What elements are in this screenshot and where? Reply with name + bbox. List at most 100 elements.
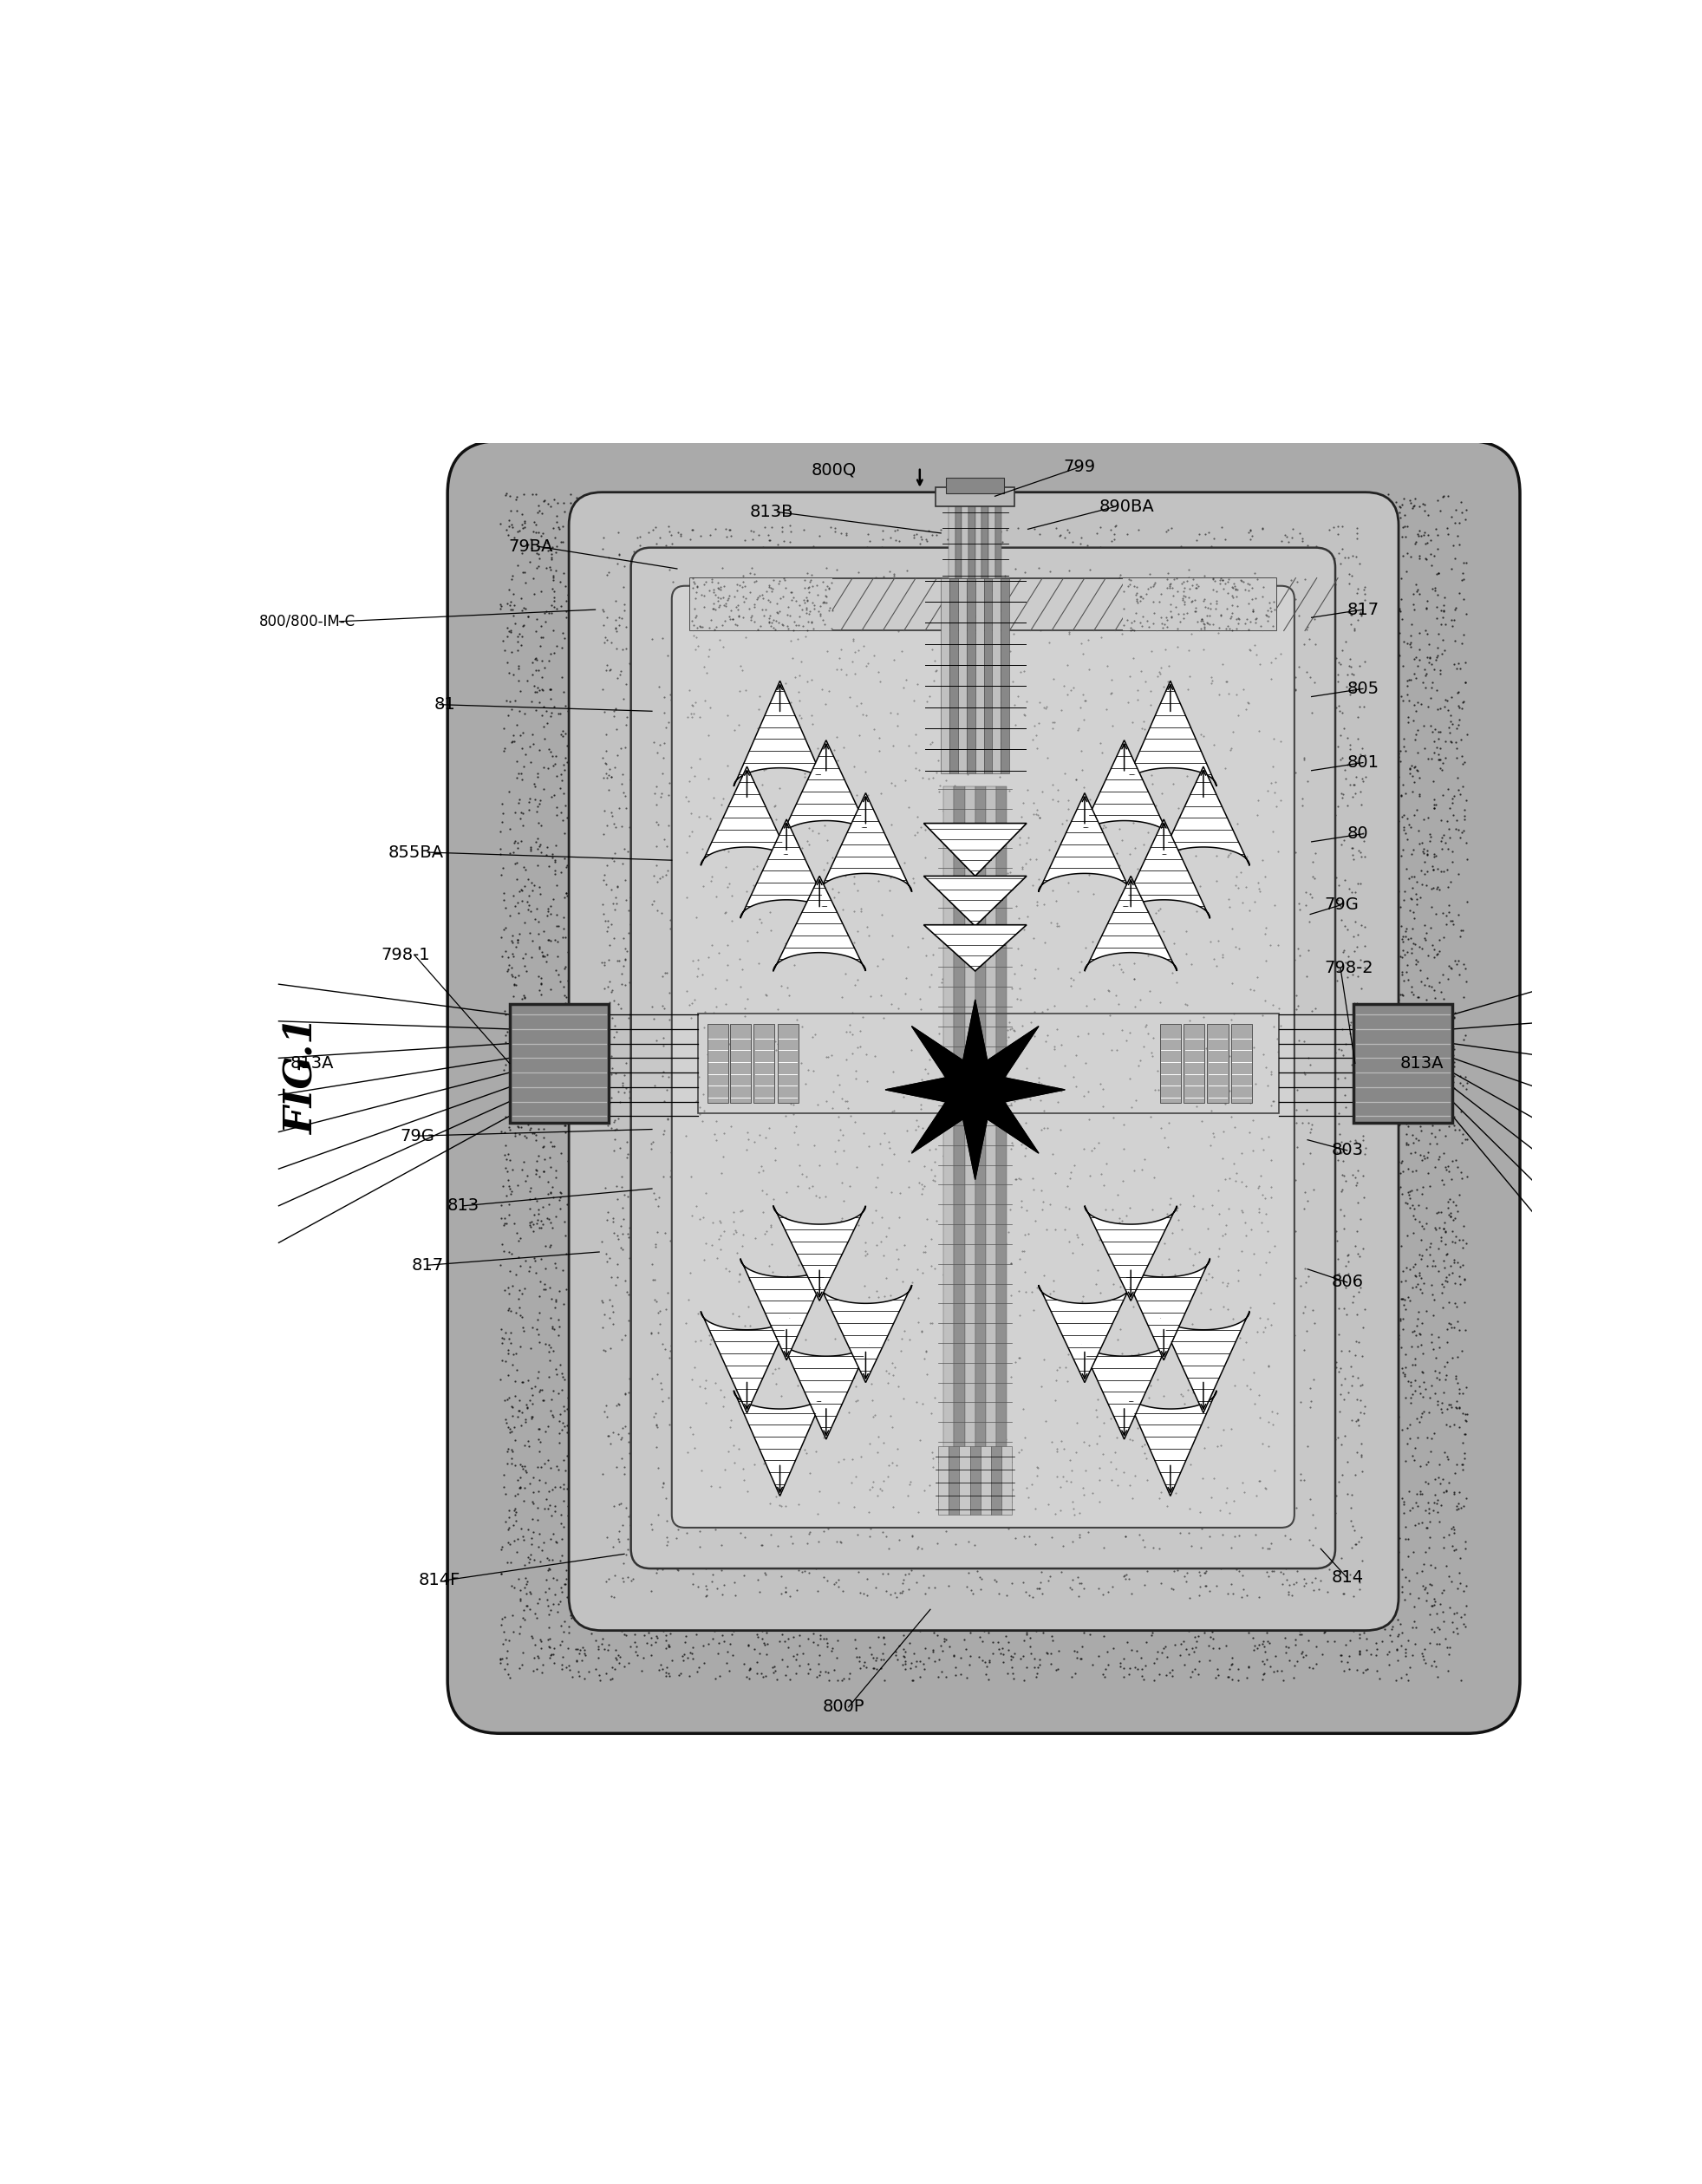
Polygon shape	[1077, 740, 1171, 839]
Polygon shape	[1125, 681, 1217, 786]
Text: 800P: 800P	[822, 1699, 865, 1714]
Polygon shape	[1157, 1310, 1249, 1413]
Bar	[691, 579, 832, 631]
Text: 798-2: 798-2	[1324, 961, 1374, 976]
Polygon shape	[773, 876, 866, 972]
Bar	[996, 786, 1008, 1505]
Text: 814F: 814F	[419, 1572, 461, 1588]
Polygon shape	[885, 1000, 1065, 1179]
Bar	[985, 786, 996, 1505]
Text: 81: 81	[434, 697, 456, 712]
Text: 79G: 79G	[400, 1127, 434, 1144]
Bar	[1123, 579, 1276, 631]
Polygon shape	[773, 1206, 866, 1302]
Bar	[730, 1024, 751, 1103]
Text: 798-1: 798-1	[381, 948, 431, 963]
Text: 806: 806	[1331, 1273, 1363, 1291]
Polygon shape	[734, 1391, 825, 1496]
Bar	[975, 786, 985, 1505]
Bar	[980, 1446, 991, 1514]
Polygon shape	[1084, 876, 1178, 972]
Polygon shape	[924, 823, 1026, 876]
Polygon shape	[1157, 767, 1249, 865]
Text: 803: 803	[1331, 1142, 1363, 1160]
Text: 814: 814	[1331, 1570, 1363, 1586]
Bar	[955, 502, 962, 579]
Bar	[708, 1024, 728, 1103]
Polygon shape	[820, 1284, 912, 1382]
Bar	[970, 1446, 980, 1514]
Bar	[965, 786, 975, 1505]
Bar	[955, 786, 965, 1505]
Bar	[754, 1024, 774, 1103]
Bar	[941, 579, 950, 773]
Bar	[950, 579, 958, 773]
Polygon shape	[734, 681, 825, 786]
Bar	[1207, 1024, 1229, 1103]
Bar	[975, 502, 982, 579]
Bar	[691, 579, 1276, 631]
Polygon shape	[701, 1310, 793, 1413]
Bar	[967, 579, 975, 773]
Bar	[1183, 1024, 1205, 1103]
Bar	[948, 502, 955, 579]
Text: FIG.1: FIG.1	[284, 1018, 322, 1136]
FancyBboxPatch shape	[672, 585, 1295, 1527]
Bar	[991, 1446, 1001, 1514]
FancyBboxPatch shape	[448, 441, 1520, 1734]
Bar	[778, 1024, 798, 1103]
Polygon shape	[1077, 1339, 1171, 1439]
Bar	[948, 1446, 960, 1514]
FancyBboxPatch shape	[568, 491, 1399, 1631]
Bar	[938, 1446, 948, 1514]
Text: 813: 813	[448, 1197, 480, 1214]
Bar	[962, 502, 968, 579]
Polygon shape	[740, 819, 832, 917]
Text: 817: 817	[1348, 601, 1379, 618]
Text: 813A: 813A	[1399, 1055, 1443, 1072]
Bar	[996, 502, 1001, 579]
Polygon shape	[1118, 1258, 1210, 1361]
Bar	[509, 1005, 609, 1123]
Text: 800Q: 800Q	[812, 461, 856, 478]
Bar	[943, 786, 955, 1505]
Polygon shape	[924, 924, 1026, 972]
Text: 805: 805	[1348, 681, 1379, 697]
Bar	[936, 487, 1014, 507]
Text: 801: 801	[1348, 753, 1379, 771]
Polygon shape	[1084, 1206, 1178, 1302]
Text: 79BA: 79BA	[509, 537, 553, 555]
FancyBboxPatch shape	[631, 548, 1336, 1568]
Text: 813B: 813B	[749, 505, 793, 520]
Bar	[698, 1013, 1278, 1114]
Polygon shape	[740, 1258, 832, 1361]
Bar	[1231, 1024, 1253, 1103]
Bar	[989, 502, 996, 579]
Bar	[958, 579, 967, 773]
Text: 80: 80	[1348, 826, 1368, 843]
Polygon shape	[820, 793, 912, 891]
Bar	[1353, 1005, 1452, 1123]
Bar	[1159, 1024, 1181, 1103]
Polygon shape	[780, 740, 873, 839]
Bar	[1001, 579, 1009, 773]
Text: 79G: 79G	[1324, 898, 1360, 913]
Polygon shape	[701, 767, 793, 865]
Bar	[975, 579, 984, 773]
Bar	[968, 502, 975, 579]
Text: 817: 817	[412, 1258, 444, 1273]
Bar	[982, 502, 989, 579]
Text: 799: 799	[1064, 459, 1096, 476]
Bar	[984, 579, 992, 773]
Text: 813A: 813A	[291, 1055, 334, 1072]
Text: 855BA: 855BA	[388, 843, 444, 860]
Text: 890BA: 890BA	[1099, 498, 1154, 515]
Polygon shape	[924, 876, 1026, 926]
Polygon shape	[780, 1339, 873, 1439]
Polygon shape	[1125, 1391, 1217, 1496]
Polygon shape	[1118, 819, 1210, 917]
Bar	[1001, 1446, 1013, 1514]
Bar	[946, 478, 1004, 494]
Bar	[992, 579, 1001, 773]
Bar	[960, 1446, 970, 1514]
